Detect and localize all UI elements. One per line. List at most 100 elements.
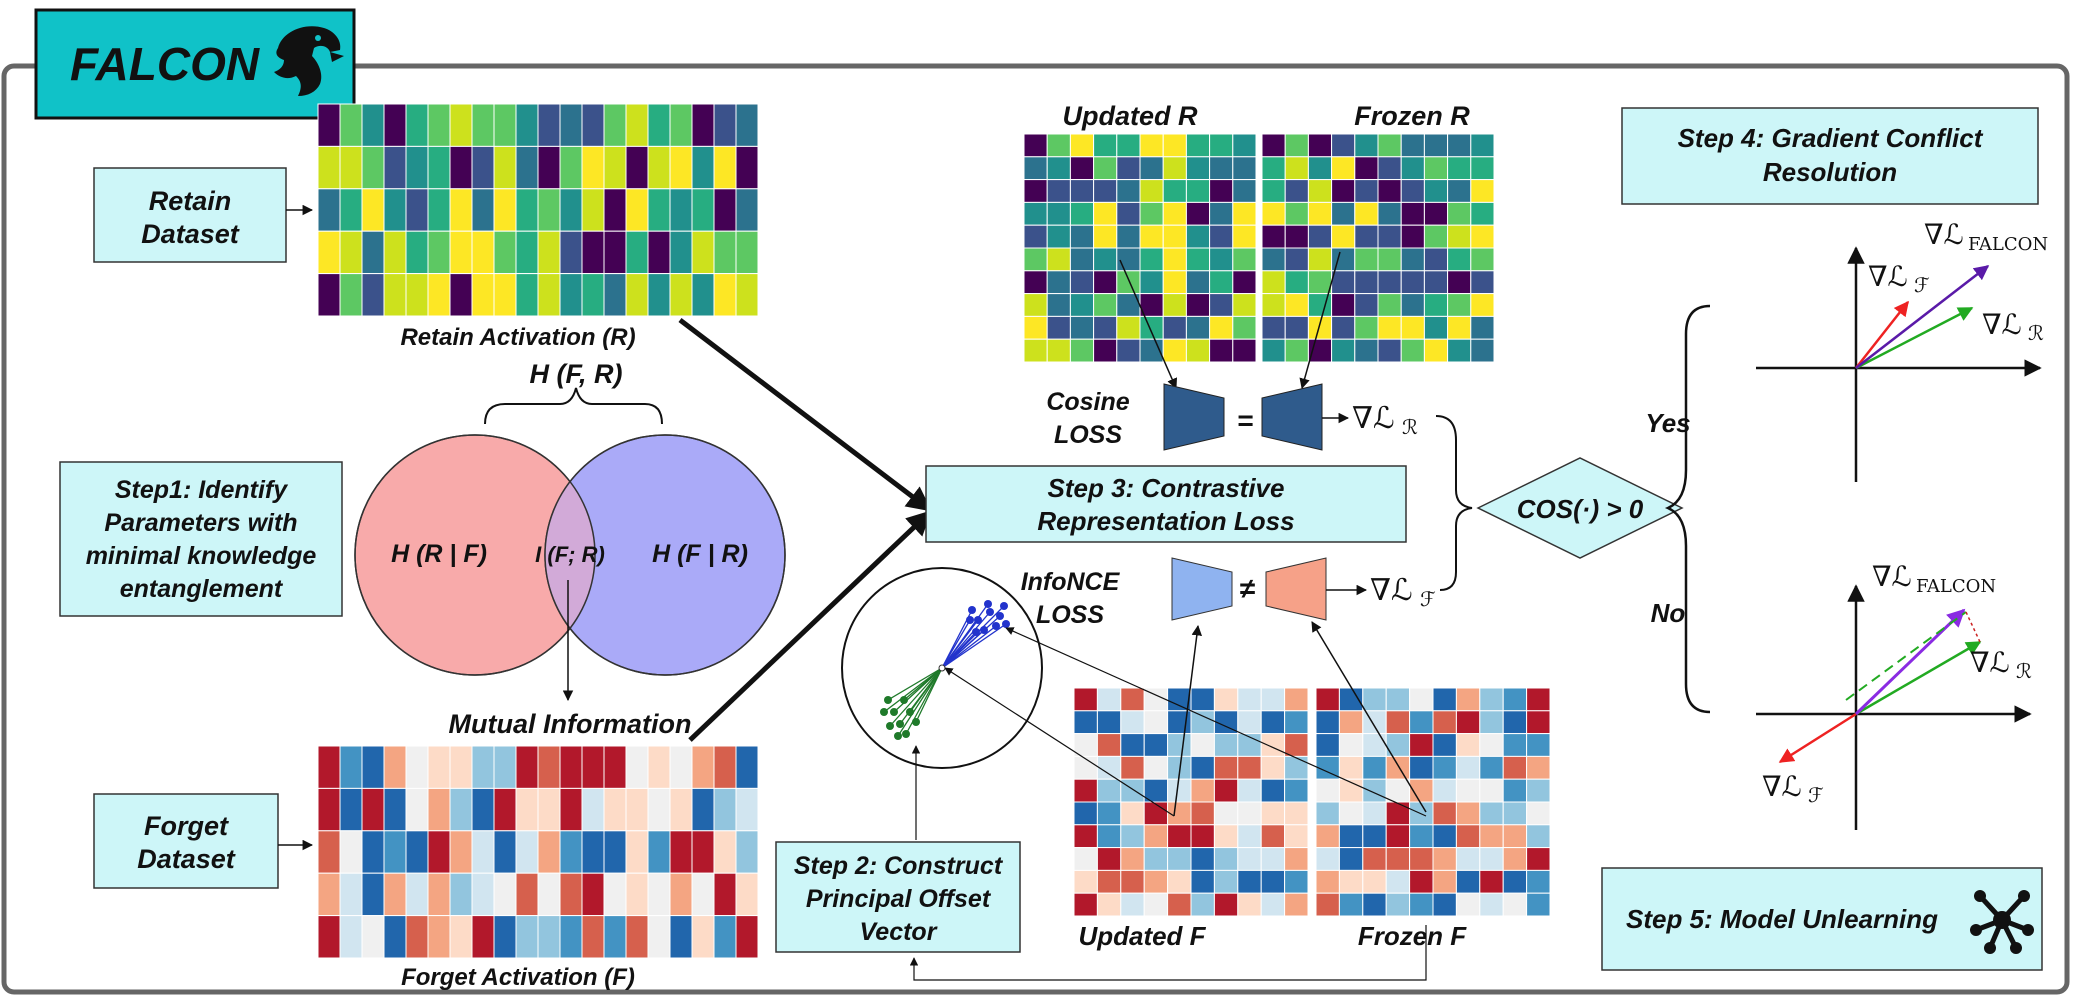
heatmap-cell bbox=[1120, 892, 1145, 917]
heatmap-cell bbox=[713, 915, 737, 959]
svg-text:FALCON: FALCON bbox=[1968, 234, 2048, 255]
updated-f-label: Updated F bbox=[1078, 921, 1206, 951]
heatmap-cell bbox=[1167, 892, 1192, 917]
heatmap-cell bbox=[1423, 224, 1449, 249]
heatmap-cell bbox=[1260, 687, 1286, 712]
heatmap-cell bbox=[361, 188, 385, 232]
heatmap-cell bbox=[1354, 224, 1379, 249]
heatmap-cell bbox=[1209, 224, 1234, 249]
heatmap-cell bbox=[1209, 270, 1234, 295]
svg-text:Parameters with: Parameters with bbox=[104, 509, 297, 537]
title-text: FALCON bbox=[70, 38, 260, 90]
heatmap-cell bbox=[1213, 869, 1239, 894]
heatmap-cell bbox=[1470, 224, 1495, 249]
heatmap-cell bbox=[1139, 156, 1164, 181]
svg-text:Step 2: Construct: Step 2: Construct bbox=[794, 852, 1004, 880]
heatmap-cell bbox=[1069, 247, 1095, 272]
heatmap-cell bbox=[317, 830, 341, 874]
heatmap-cell bbox=[1162, 156, 1187, 181]
retain-cluster-point bbox=[996, 612, 1004, 620]
svg-text:∇ℒ: ∇ℒ bbox=[1868, 260, 1908, 293]
retain-dataset-box: Retain Dataset bbox=[93, 167, 287, 263]
heatmap-cell bbox=[1307, 247, 1333, 272]
heatmap-cell bbox=[515, 145, 539, 190]
heatmap-cell bbox=[1185, 338, 1211, 363]
heatmap-cell bbox=[1307, 179, 1333, 203]
heatmap-cell bbox=[1116, 201, 1141, 226]
frozen-r-encoder bbox=[1261, 383, 1323, 451]
heatmap-cell bbox=[1120, 755, 1145, 780]
heatmap-cell bbox=[1400, 247, 1425, 272]
heatmap-cell bbox=[1385, 710, 1411, 735]
heatmap-cell bbox=[1315, 687, 1340, 712]
heatmap-cell bbox=[669, 103, 693, 147]
heatmap-cell bbox=[1143, 801, 1169, 826]
eagle-icon bbox=[274, 26, 344, 97]
heatmap-cell bbox=[537, 103, 561, 147]
heatmap-cell bbox=[1385, 801, 1411, 826]
heatmap-cell bbox=[1447, 201, 1472, 226]
heatmap-cell bbox=[1260, 733, 1286, 757]
heatmap-cell bbox=[1315, 710, 1340, 735]
grad-lr-top: ∇ℒ ℛ bbox=[1352, 401, 1418, 439]
heatmap-cell bbox=[339, 103, 363, 147]
projection-dotted bbox=[1965, 611, 1981, 643]
heatmap-cell bbox=[405, 787, 429, 832]
heatmap-cell bbox=[1385, 847, 1411, 871]
heatmap-cell bbox=[1284, 293, 1309, 317]
heatmap-cell bbox=[1185, 179, 1211, 203]
projection-dashed bbox=[1845, 611, 1967, 701]
heatmap-cell bbox=[559, 915, 583, 959]
retain-cluster-ray bbox=[941, 619, 971, 669]
heatmap-cell bbox=[1046, 224, 1071, 249]
step5-box: Step 5: Model Unlearning bbox=[1601, 867, 2043, 971]
heatmap-cell bbox=[1362, 824, 1387, 849]
heatmap-cell bbox=[1096, 801, 1122, 826]
heatmap-cell bbox=[361, 145, 385, 190]
heatmap-cell bbox=[1260, 847, 1286, 871]
heatmap-cell bbox=[1284, 201, 1309, 226]
heatmap-cell bbox=[1338, 869, 1364, 894]
heatmap-cell bbox=[1116, 247, 1141, 272]
heatmap-cell bbox=[1237, 824, 1262, 849]
heatmap-cell bbox=[1237, 755, 1262, 780]
heatmap-cell bbox=[669, 745, 693, 789]
heatmap-cell bbox=[1139, 315, 1164, 340]
heatmap-cell bbox=[1023, 338, 1048, 363]
heatmap-cell bbox=[1237, 710, 1262, 735]
svg-text:Resolution: Resolution bbox=[1763, 157, 1897, 187]
heatmap-cell bbox=[1338, 892, 1364, 917]
heatmap-cell bbox=[1232, 156, 1257, 181]
heatmap-cell bbox=[1502, 847, 1528, 871]
heatmap-cell bbox=[1213, 687, 1239, 712]
heatmap-cell bbox=[1447, 247, 1472, 272]
pov-origin bbox=[938, 664, 946, 672]
heatmap-cell bbox=[493, 915, 517, 959]
heatmap-cell bbox=[317, 872, 341, 917]
heatmap-cell bbox=[471, 273, 495, 317]
heatmap-cell bbox=[537, 872, 561, 917]
heatmap-cell bbox=[1209, 247, 1234, 272]
svg-text:Step1: Identify: Step1: Identify bbox=[115, 476, 288, 504]
heatmap-cell bbox=[1409, 733, 1434, 757]
heatmap-cell bbox=[1331, 315, 1356, 340]
heatmap-cell bbox=[1069, 224, 1095, 249]
heatmap-cell bbox=[625, 188, 649, 232]
heatmap-cell bbox=[1073, 892, 1098, 917]
heatmap-cell bbox=[493, 273, 517, 317]
heatmap-cell bbox=[449, 188, 473, 232]
svg-text:Representation Loss: Representation Loss bbox=[1037, 506, 1294, 536]
heatmap-cell bbox=[1261, 247, 1286, 272]
heatmap-cell bbox=[1331, 293, 1356, 317]
heatmap-cell bbox=[1385, 755, 1411, 780]
heatmap-cell bbox=[1073, 869, 1098, 894]
heatmap-cell bbox=[1338, 824, 1364, 849]
forget-cluster-point bbox=[884, 696, 892, 704]
heatmap-cell bbox=[1315, 892, 1340, 917]
svg-text:Dataset: Dataset bbox=[137, 844, 236, 874]
heatmap-cell bbox=[1432, 892, 1457, 917]
infonce-label-1: InfoNCE bbox=[1021, 568, 1121, 596]
frozen-f-to-pov bbox=[1005, 627, 1427, 817]
updated-f-encoder bbox=[1171, 557, 1233, 621]
heatmap-cell bbox=[1455, 687, 1481, 712]
